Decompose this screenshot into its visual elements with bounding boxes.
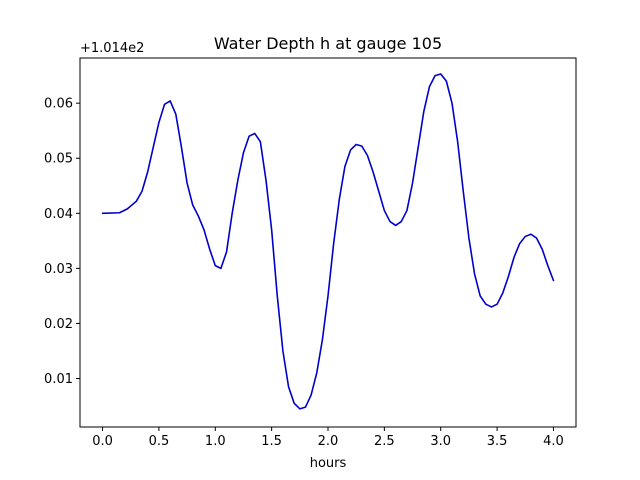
x-tick-label: 4.0 [543, 434, 564, 449]
chart-title: Water Depth h at gauge 105 [214, 34, 442, 53]
plot-frame [79, 57, 577, 428]
x-tick-label: 0.5 [149, 434, 170, 449]
x-tick-label: 1.0 [205, 434, 226, 449]
x-tick-label: 0.0 [92, 434, 113, 449]
x-axis-label: hours [310, 456, 347, 471]
y-tick-label: 0.02 [44, 317, 73, 332]
x-axis-ticks: 0.0 0.5 1.0 1.5 2.0 2.5 3.0 3.5 4.0 [92, 427, 564, 449]
y-tick-label: 0.05 [44, 152, 73, 167]
y-tick-label: 0.01 [44, 372, 73, 387]
x-tick-label: 2.0 [318, 434, 339, 449]
x-tick-label: 3.5 [487, 434, 508, 449]
x-tick-label: 1.5 [261, 434, 282, 449]
y-tick-label: 0.04 [44, 207, 73, 222]
y-tick-label: 0.03 [44, 262, 73, 277]
x-tick-label: 3.0 [430, 434, 451, 449]
y-axis-offset-label: +1.014e2 [80, 41, 144, 56]
plot-area [80, 58, 576, 427]
y-axis-ticks: 0.01 0.02 0.03 0.04 0.05 0.06 [44, 97, 80, 387]
y-tick-label: 0.06 [44, 97, 73, 112]
x-tick-label: 2.5 [374, 434, 395, 449]
series-line [101, 73, 555, 410]
